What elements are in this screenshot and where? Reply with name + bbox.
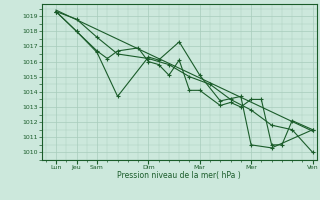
X-axis label: Pression niveau de la mer( hPa ): Pression niveau de la mer( hPa ): [117, 171, 241, 180]
